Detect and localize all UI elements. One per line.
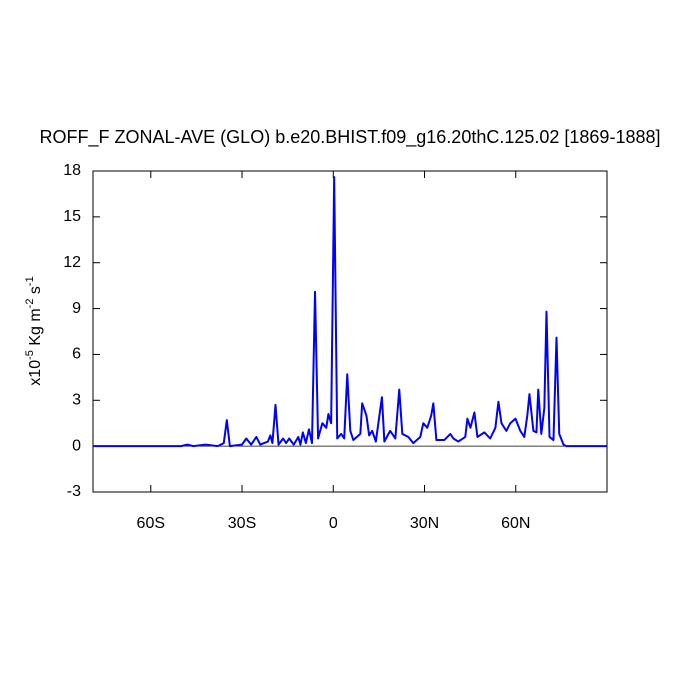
y-axis-label: x10-5 Kg m-2 s-1	[24, 276, 44, 385]
x-tick-label: 30N	[410, 515, 439, 532]
x-tick-label: 0	[329, 515, 338, 532]
x-tick-label: 60S	[137, 515, 165, 532]
y-label-superscript: -5	[24, 350, 36, 360]
x-tick-label: 30S	[228, 515, 256, 532]
x-tick-label: 60N	[501, 515, 530, 532]
y-label-superscript: -1	[24, 276, 36, 286]
y-tick-label: 18	[63, 162, 81, 179]
y-tick-label: -3	[67, 483, 81, 500]
plot-frame	[92, 170, 608, 493]
y-tick-label: 12	[63, 254, 81, 271]
chart-title: ROFF_F ZONAL-AVE (GLO) b.e20.BHIST.f09_g…	[40, 127, 661, 148]
y-tick-label: 9	[72, 300, 81, 317]
y-label-superscript: -2	[24, 299, 36, 309]
y-tick-label: 0	[72, 437, 81, 454]
data-line	[93, 176, 607, 448]
y-label-text: x10	[27, 360, 44, 386]
y-tick-label: 3	[72, 392, 81, 409]
y-tick-label: 6	[72, 346, 81, 363]
y-label-text: Kg m	[27, 308, 44, 350]
y-tick-label: 15	[63, 208, 81, 225]
y-label-text: s	[27, 286, 44, 298]
